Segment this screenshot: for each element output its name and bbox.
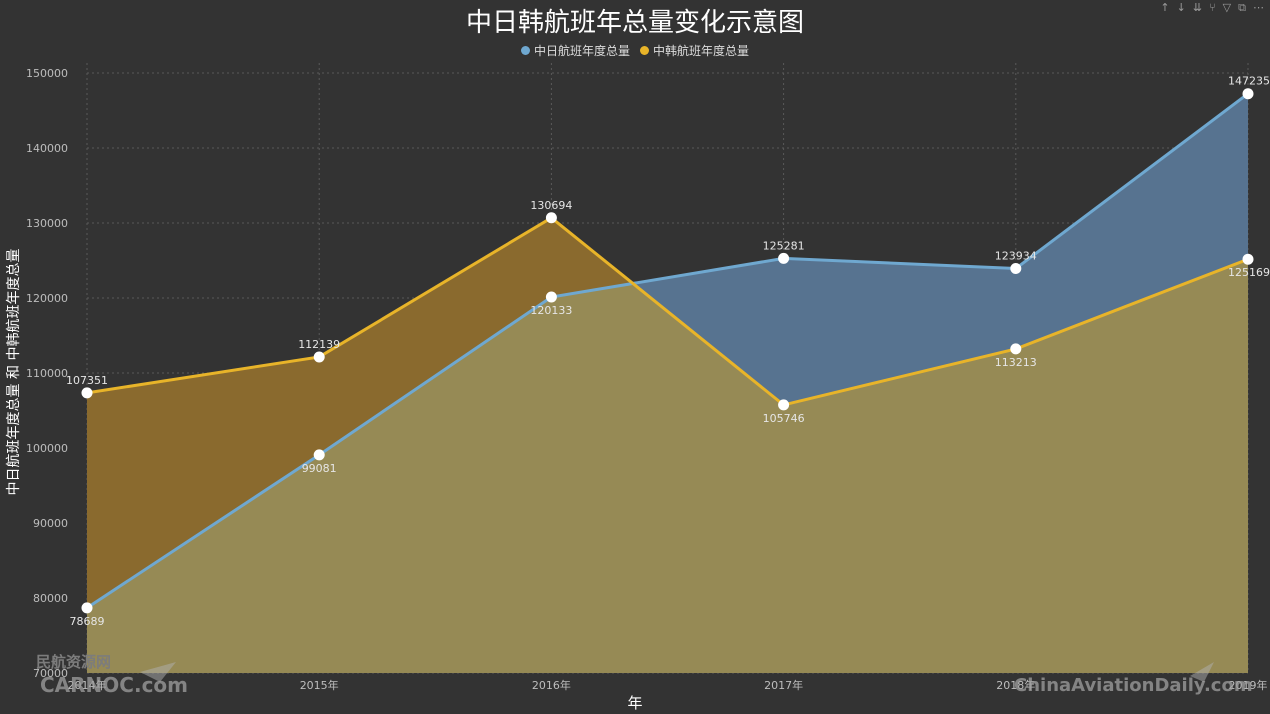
area-fill-overlap — [87, 259, 1248, 673]
filter-icon[interactable]: ▽ — [1222, 1, 1232, 14]
legend-item-japan[interactable]: 中日航班年度总量 — [520, 42, 630, 59]
data-points — [81, 88, 1254, 614]
data-label-japan: 147235 — [1228, 75, 1270, 88]
data-point-korea — [1010, 343, 1022, 355]
watermark-carnoc-cn: 民航资源网 — [36, 653, 111, 671]
drill-down-icon[interactable]: ↓ — [1176, 1, 1186, 14]
y-tick-label: 120000 — [26, 292, 68, 305]
area-fills — [87, 93, 1248, 674]
watermark-cad-en: ChinaAviationDaily.com — [1014, 675, 1253, 696]
x-tick-label: 2015年 — [300, 678, 339, 692]
legend-marker-japan — [520, 46, 530, 55]
y-tick-label: 110000 — [26, 367, 68, 380]
chart-title: 中日韩航班年总量变化示意图 — [465, 8, 804, 38]
data-point-korea — [313, 351, 325, 363]
expand-all-icon[interactable]: ⇊ — [1192, 1, 1203, 14]
data-label-korea: 112139 — [298, 338, 340, 351]
data-point-japan — [1242, 88, 1254, 100]
y-tick-label: 130000 — [26, 217, 68, 230]
series-line-korea — [86, 215, 1249, 407]
data-label-korea: 105746 — [763, 412, 805, 425]
data-point-japan — [778, 252, 790, 264]
x-tick-label: 2016年 — [532, 678, 571, 692]
visual-toolbar: ↑ ↓ ⇊ ⑂ ▽ ⧉ ⋯ — [1160, 1, 1264, 15]
data-point-korea — [81, 387, 93, 399]
legend-marker-korea — [640, 46, 649, 55]
y-tick-label: 100000 — [26, 442, 68, 455]
data-point-korea — [778, 399, 790, 411]
watermark-carnoc-en: CARNOC.com — [40, 673, 188, 697]
watermark-plane-icon — [140, 662, 176, 682]
data-point-korea — [545, 212, 557, 224]
legend-label-japan: 中日航班年度总量 — [533, 44, 630, 58]
series-line-japan — [86, 92, 1249, 610]
axis-ticks: 70000 80000 90000 100000 110000 120000 130000 1… — [26, 67, 1268, 692]
focus-mode-icon[interactable]: ⧉ — [1238, 1, 1246, 14]
data-label-japan: 125281 — [763, 239, 805, 252]
data-label-korea: 113213 — [995, 356, 1037, 369]
x-tick-label: 2018年 — [996, 678, 1035, 692]
legend-item-korea[interactable]: 中韩航班年度总量 — [640, 42, 749, 59]
watermarks: 民航资源网 CARNOC.com ChinaAviationDaily.com — [36, 653, 1253, 697]
data-label-japan: 123934 — [995, 249, 1037, 262]
data-label-korea: 107351 — [66, 374, 108, 387]
data-label-korea: 125169 — [1228, 266, 1270, 279]
data-point-japan — [1010, 262, 1022, 274]
legend: 中日航班年度总量 中韩航班年度总量 — [0, 42, 1270, 59]
watermark-plane-icon — [1190, 662, 1214, 682]
more-options-icon[interactable]: ⋯ — [1253, 1, 1264, 14]
y-tick-label: 90000 — [33, 517, 68, 530]
data-label-japan: 78689 — [70, 615, 105, 628]
data-label-japan: 99081 — [302, 462, 337, 475]
x-axis-title: 年 — [627, 694, 643, 712]
x-tick-label: 2014年 — [68, 678, 107, 692]
data-labels: 78689 99081 120133 125281 123934 147235 107351… — [66, 75, 1270, 628]
data-point-japan — [313, 449, 325, 461]
y-tick-label: 70000 — [33, 667, 68, 680]
data-label-korea: 130694 — [530, 199, 572, 212]
y-tick-label: 140000 — [26, 142, 68, 155]
x-tick-label: 2019年 — [1229, 678, 1268, 692]
data-point-korea — [1242, 253, 1254, 265]
hierarchy-icon[interactable]: ⑂ — [1209, 1, 1216, 14]
data-label-japan: 120133 — [530, 304, 572, 317]
series-lines — [86, 92, 1249, 610]
data-point-japan — [545, 291, 557, 303]
data-point-japan — [81, 602, 93, 614]
y-tick-label: 150000 — [26, 67, 68, 80]
drill-up-icon[interactable]: ↑ — [1160, 1, 1170, 14]
x-tick-label: 2017年 — [764, 678, 803, 692]
y-tick-label: 80000 — [33, 592, 68, 605]
legend-label-korea: 中韩航班年度总量 — [653, 44, 750, 58]
